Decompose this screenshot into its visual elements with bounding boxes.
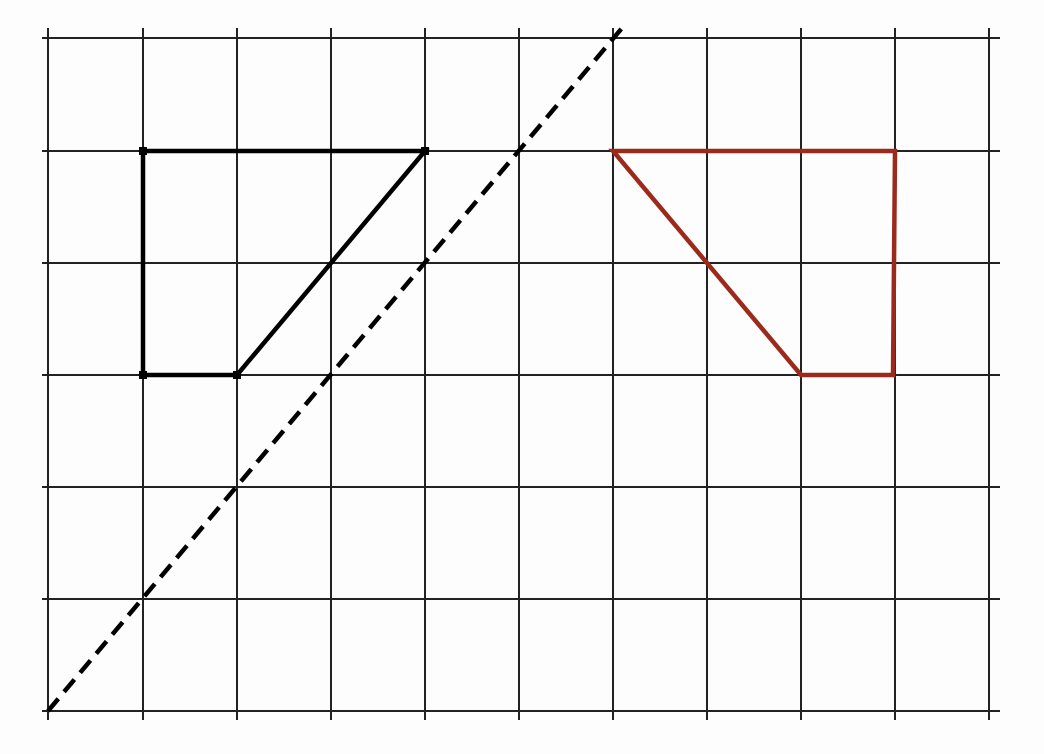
vertex xyxy=(233,371,241,379)
vertex xyxy=(139,371,147,379)
vertex xyxy=(139,147,147,155)
vertices xyxy=(139,147,429,379)
vertex xyxy=(421,147,429,155)
reflected-shape xyxy=(608,148,898,378)
